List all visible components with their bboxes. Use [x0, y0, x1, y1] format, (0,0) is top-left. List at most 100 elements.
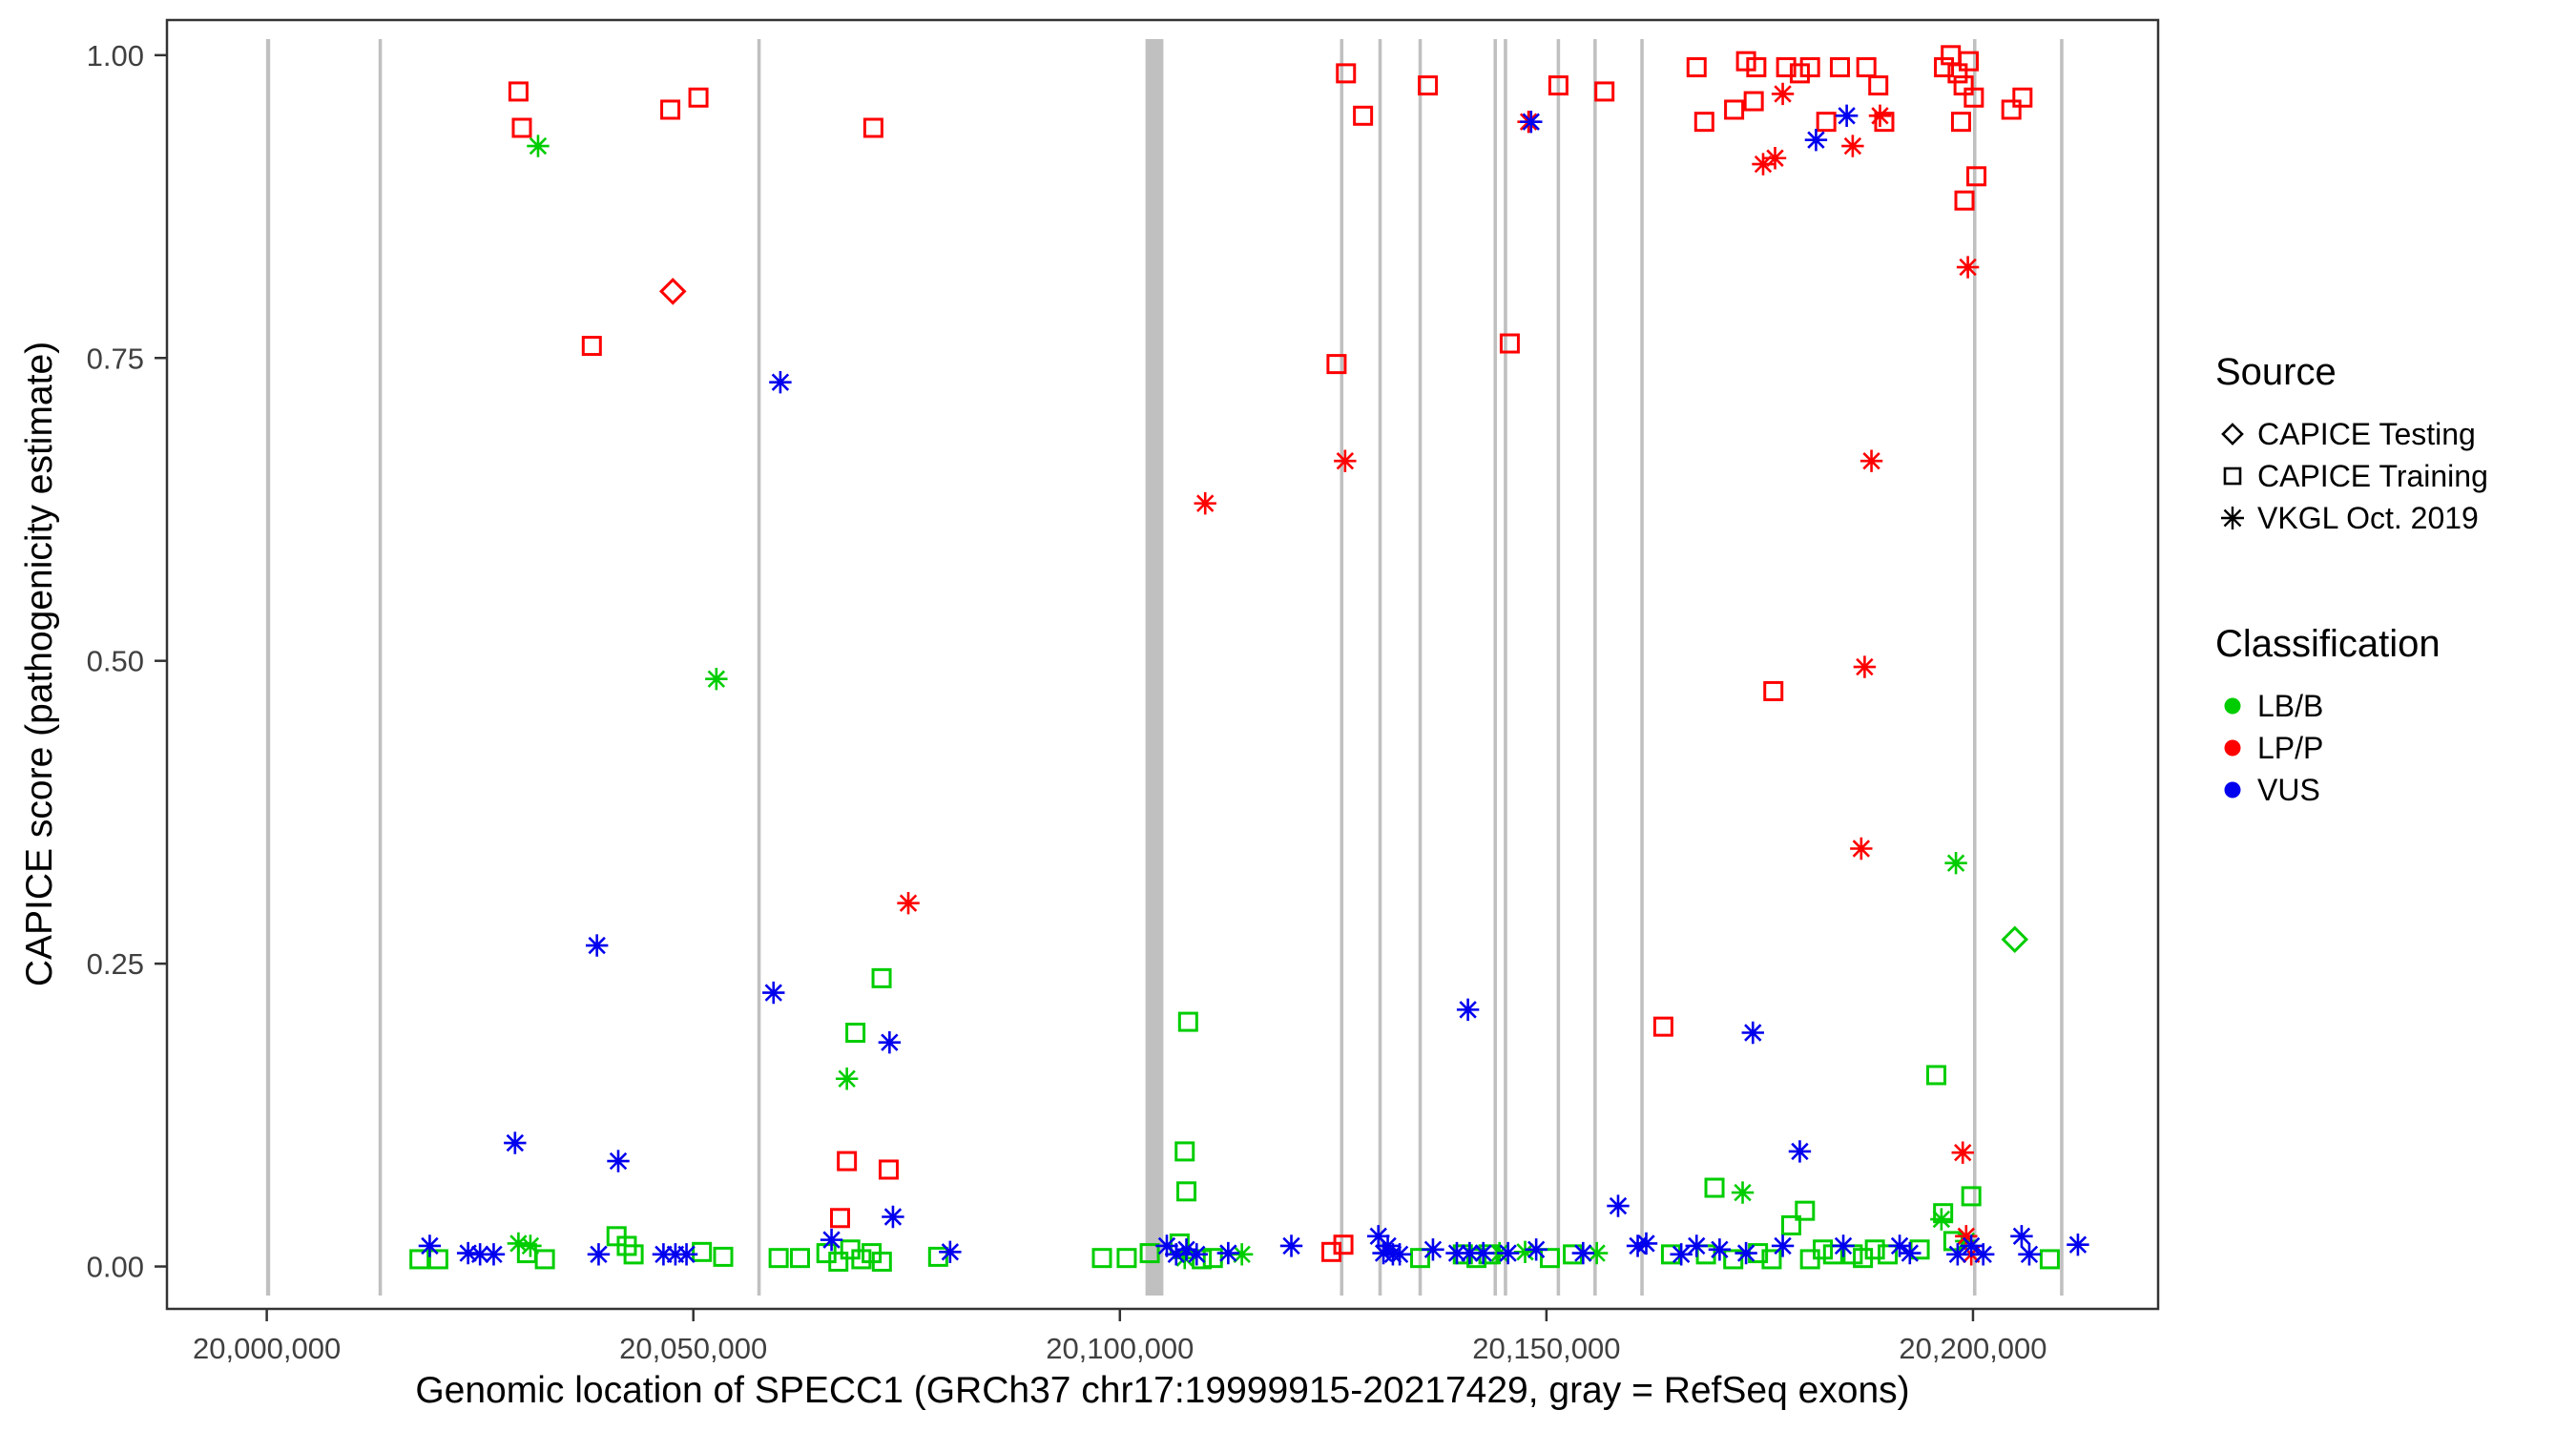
- point-square: [511, 117, 532, 138]
- point-asterisk: [1835, 104, 1859, 128]
- point-square: [1410, 1248, 1431, 1269]
- exon-band: [378, 39, 383, 1296]
- exon-band: [2060, 39, 2064, 1296]
- point-asterisk: [878, 1030, 902, 1054]
- asterisk-icon: [2215, 499, 2257, 537]
- x-axis-title: Genomic location of SPECC1 (GRCh37 chr17…: [415, 1370, 1910, 1411]
- point-square: [1776, 57, 1797, 78]
- point-square: [1799, 57, 1820, 78]
- point-square: [1953, 75, 1974, 96]
- point-asterisk: [1946, 1243, 1969, 1266]
- point-asterisk: [1165, 1243, 1188, 1266]
- point-asterisk: [2010, 1225, 2033, 1248]
- point-asterisk: [1859, 449, 1883, 472]
- exon-band: [1504, 39, 1507, 1296]
- point-asterisk: [1841, 135, 1864, 157]
- point-square: [1693, 112, 1714, 133]
- point-diamond: [2001, 925, 2029, 954]
- legend-item-lbb: LB/B: [2215, 685, 2488, 727]
- red-dot-icon: [2215, 729, 2257, 767]
- point-asterisk: [1334, 449, 1357, 472]
- point-square: [660, 99, 681, 120]
- point-asterisk: [482, 1243, 506, 1266]
- point-square: [768, 1248, 789, 1269]
- x-tick-label: 20,050,000: [619, 1332, 767, 1365]
- exon-band: [1593, 39, 1597, 1296]
- point-asterisk: [769, 370, 792, 394]
- point-square: [692, 1241, 713, 1262]
- point-square: [862, 117, 883, 138]
- point-square: [1856, 57, 1877, 78]
- legend-spacer: [2215, 539, 2488, 623]
- point-asterisk: [1458, 1241, 1482, 1265]
- point-square: [1353, 105, 1374, 126]
- point-asterisk: [607, 1150, 630, 1172]
- point-square: [1950, 112, 1971, 133]
- point-asterisk: [1279, 1234, 1303, 1257]
- point-asterisk: [1422, 1238, 1444, 1261]
- y-tick-label: 0.25: [87, 947, 144, 981]
- point-square: [1829, 57, 1850, 78]
- exon-band: [1418, 39, 1423, 1296]
- y-tick-label: 0.50: [87, 645, 144, 678]
- point-square: [688, 87, 709, 108]
- point-square: [1795, 1200, 1816, 1221]
- point-asterisk: [468, 1243, 491, 1266]
- point-asterisk: [1388, 1243, 1411, 1266]
- x-tick-label: 20,000,000: [193, 1332, 341, 1365]
- point-asterisk: [2018, 1243, 2041, 1266]
- point-square: [1174, 1141, 1195, 1162]
- point-asterisk: [1626, 1234, 1650, 1257]
- point-square: [508, 81, 529, 102]
- point-square: [828, 1251, 849, 1272]
- blue-dot-icon: [2215, 771, 2257, 809]
- point-asterisk: [418, 1234, 442, 1257]
- point-asterisk: [897, 891, 920, 915]
- point-asterisk: [1571, 1241, 1595, 1265]
- point-asterisk: [1367, 1225, 1390, 1248]
- point-asterisk: [1445, 1241, 1468, 1265]
- point-asterisk: [1456, 998, 1480, 1022]
- point-square: [427, 1249, 448, 1270]
- point-square: [871, 967, 892, 988]
- point-square: [1743, 91, 1764, 112]
- point-asterisk: [835, 1068, 859, 1090]
- point-asterisk: [1971, 1243, 1995, 1266]
- diamond-icon: [2215, 415, 2257, 453]
- point-square: [1966, 166, 1987, 187]
- point-square: [1418, 75, 1439, 96]
- exon-band: [1556, 39, 1561, 1296]
- point-square: [878, 1159, 899, 1180]
- point-square: [1813, 1239, 1834, 1260]
- point-asterisk: [1899, 1241, 1922, 1265]
- point-asterisk: [587, 1243, 611, 1266]
- point-asterisk: [1771, 1234, 1795, 1257]
- point-asterisk: [2067, 1234, 2089, 1256]
- point-asterisk: [1216, 1241, 1240, 1265]
- point-square: [1816, 112, 1837, 133]
- legend-item-vus: VUS: [2215, 769, 2488, 811]
- exon-band: [1493, 39, 1498, 1296]
- point-square: [1746, 57, 1767, 78]
- x-tick-label: 20,100,000: [1046, 1332, 1194, 1365]
- point-asterisk: [1804, 129, 1828, 152]
- point-asterisk: [1832, 1234, 1855, 1257]
- point-asterisk: [1174, 1246, 1196, 1270]
- point-square: [2039, 1249, 2060, 1270]
- point-square: [1723, 1249, 1744, 1270]
- legend-item-capice-training: CAPICE Training: [2215, 455, 2488, 497]
- exon-band: [1640, 39, 1644, 1296]
- point-diamond: [658, 278, 687, 305]
- point-asterisk: [820, 1228, 843, 1252]
- y-axis-title: CAPICE score (pathogenicity estimate): [19, 341, 60, 987]
- point-square: [2001, 99, 2022, 120]
- exon-band: [1145, 39, 1164, 1296]
- point-asterisk: [1731, 1181, 1755, 1204]
- point-square: [1091, 1248, 1112, 1269]
- point-asterisk: [1194, 491, 1216, 515]
- point-asterisk: [1788, 1140, 1812, 1163]
- point-square: [1724, 99, 1745, 120]
- exon-band: [265, 39, 271, 1296]
- exon-band: [757, 39, 761, 1296]
